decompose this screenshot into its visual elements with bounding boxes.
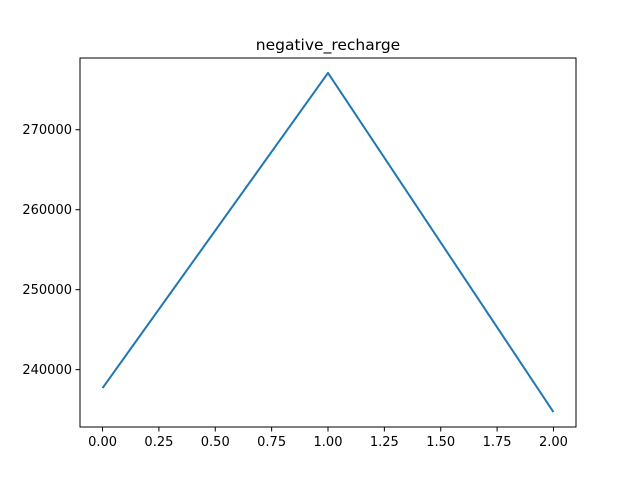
x-tick-label: 1.75 [483, 435, 512, 450]
x-tick-label: 1.50 [426, 435, 455, 450]
y-tick-label: 250000 [22, 283, 72, 298]
x-tick-label: 0.75 [257, 435, 286, 450]
series-layer [101, 71, 555, 413]
chart-title: negative_recharge [256, 36, 400, 55]
x-tick-label: 2.00 [539, 435, 568, 450]
x-tick-label: 0.25 [144, 435, 173, 450]
y-axis: 240000 250000 260000 270000 [22, 123, 80, 378]
y-tick-label: 270000 [22, 123, 72, 138]
x-tick-label: 0.00 [88, 435, 117, 450]
x-tick-label: 1.00 [314, 435, 343, 450]
x-tick-label: 0.50 [201, 435, 230, 450]
x-axis: 0.00 0.25 0.50 0.75 1.00 1.25 1.50 1.75 2.00 [88, 427, 568, 450]
x-tick-label: 1.25 [370, 435, 399, 450]
series-line [101, 71, 555, 413]
y-tick-label: 240000 [22, 363, 72, 378]
plot-frame [79, 57, 577, 428]
y-tick-label: 260000 [22, 203, 72, 218]
